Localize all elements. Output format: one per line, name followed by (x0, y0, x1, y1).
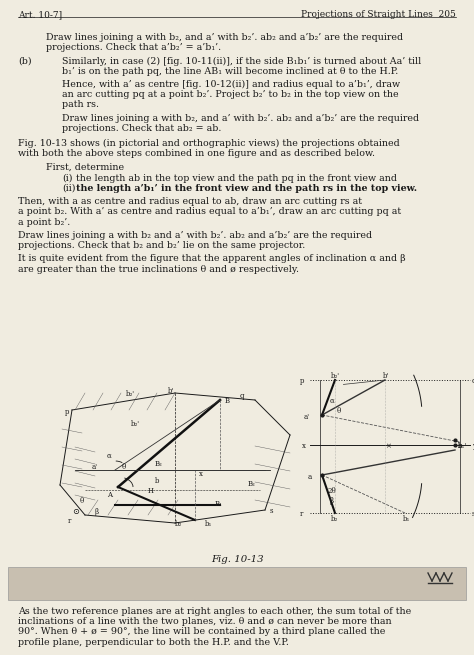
Text: b₂: b₂ (331, 515, 338, 523)
Text: θ: θ (80, 497, 84, 505)
Text: b₁': b₁' (458, 442, 467, 450)
Text: Draw lines joining a with b₂, and a’ with b₂’. ab₂ and a’b₂’ are the required: Draw lines joining a with b₂, and a’ wit… (62, 113, 419, 122)
FancyBboxPatch shape (8, 567, 466, 600)
Text: inclinations of a line with the two planes, viz. θ and ø can never be more than: inclinations of a line with the two plan… (18, 617, 392, 626)
Text: q: q (240, 392, 245, 400)
Text: the length a’b₁’ in the front view and the path rs in the top view.: the length a’b₁’ in the front view and t… (76, 184, 417, 193)
Text: b₂': b₂' (331, 372, 340, 380)
Text: B₂: B₂ (248, 480, 256, 488)
Text: θ: θ (337, 407, 341, 415)
Text: x: x (199, 470, 203, 478)
Text: (b): (b) (18, 56, 32, 66)
Text: β: β (330, 497, 334, 505)
Text: Fig. 10-13: Fig. 10-13 (210, 555, 264, 564)
Text: α: α (107, 452, 112, 460)
Text: b': b' (383, 372, 389, 380)
Text: B₂: B₂ (155, 460, 163, 468)
Text: ×: × (385, 442, 391, 450)
Text: b₂: b₂ (175, 520, 182, 528)
Text: First, determine: First, determine (46, 162, 124, 172)
Text: Hence, with a’ as centre [fig. 10-12(ii)] and radius equal to a’b₁’, draw: Hence, with a’ as centre [fig. 10-12(ii)… (62, 80, 400, 89)
Text: b₂': b₂' (126, 390, 135, 398)
Text: an arc cutting pq at a point b₂’. Project b₂’ to b₂ in the top view on the: an arc cutting pq at a point b₂’. Projec… (62, 90, 399, 99)
Text: are greater than the true inclinations θ and ø respectively.: are greater than the true inclinations θ… (18, 265, 299, 274)
Text: b': b' (168, 387, 174, 395)
Text: (ii): (ii) (62, 184, 75, 193)
Text: b₁’ is on the path pq, the line AB₁ will become inclined at θ to the H.P.: b₁’ is on the path pq, the line AB₁ will… (62, 67, 398, 76)
Text: b: b (458, 442, 463, 450)
Text: the length ab in the top view and the path pq in the front view and: the length ab in the top view and the pa… (76, 174, 397, 183)
Text: r: r (68, 517, 72, 525)
Text: (i): (i) (62, 174, 73, 183)
Text: TO BOTH THE REFERENCE PLANES: TO BOTH THE REFERENCE PLANES (122, 581, 352, 592)
Text: 10-7.  LINE CONTAINED BY A PLANE PERPENDICULAR: 10-7. LINE CONTAINED BY A PLANE PERPENDI… (62, 569, 412, 580)
Text: projections. Check that b₂ and b₂’ lie on the same projector.: projections. Check that b₂ and b₂’ lie o… (18, 241, 305, 250)
Text: b: b (155, 477, 159, 485)
Text: 2θ: 2θ (328, 487, 337, 495)
Text: A: A (107, 491, 112, 499)
Text: a': a' (304, 413, 310, 421)
Text: Then, with a as centre and radius equal to ab, draw an arc cutting rs at: Then, with a as centre and radius equal … (18, 197, 362, 206)
Text: b₁: b₁ (205, 520, 212, 528)
Text: path rs.: path rs. (62, 100, 99, 109)
Text: 90°. When θ + ø = 90°, the line will be contained by a third plane called the: 90°. When θ + ø = 90°, the line will be … (18, 627, 385, 637)
Text: ⊙: ⊙ (72, 508, 79, 516)
Text: p: p (65, 408, 70, 416)
Text: b₁: b₁ (403, 515, 410, 523)
Text: a point b₂. With a’ as centre and radius equal to a’b₁’, draw an arc cutting pq : a point b₂. With a’ as centre and radius… (18, 208, 401, 216)
Text: projections. Check that ab₂ = ab.: projections. Check that ab₂ = ab. (62, 124, 221, 133)
Text: Fig. 10-13 shows (in pictorial and orthographic views) the projections obtained: Fig. 10-13 shows (in pictorial and ortho… (18, 139, 400, 148)
Text: Similarly, in case (2) [fig. 10-11(ii)], if the side B₁b₁’ is turned about Aa’ t: Similarly, in case (2) [fig. 10-11(ii)],… (62, 56, 421, 66)
Text: a': a' (92, 463, 98, 471)
Text: x: x (302, 442, 306, 450)
Text: β: β (95, 508, 99, 516)
Text: θ: θ (122, 463, 126, 471)
Text: H: H (148, 487, 154, 495)
Text: a: a (308, 473, 312, 481)
Text: y: y (472, 442, 474, 450)
Text: with both the above steps combined in one figure and as described below.: with both the above steps combined in on… (18, 149, 375, 159)
Text: r: r (300, 510, 303, 518)
Text: Art. 10-7]: Art. 10-7] (18, 10, 62, 19)
Text: q: q (472, 377, 474, 385)
Text: a point b₂’.: a point b₂’. (18, 217, 70, 227)
Text: b₂': b₂' (131, 420, 140, 428)
Text: s: s (472, 510, 474, 518)
Text: s: s (270, 507, 273, 515)
Text: profile plane, perpendicular to both the H.P. and the V.P.: profile plane, perpendicular to both the… (18, 637, 289, 646)
Text: It is quite evident from the figure that the apparent angles of inclination α an: It is quite evident from the figure that… (18, 254, 406, 263)
Text: Draw lines joining a with b₂ and a’ with b₂’. ab₂ and a’b₂’ are the required: Draw lines joining a with b₂ and a’ with… (18, 231, 372, 240)
Text: B₁: B₁ (215, 500, 223, 508)
Text: Projections of Straight Lines  205: Projections of Straight Lines 205 (301, 10, 456, 19)
Text: α: α (330, 397, 335, 405)
Text: As the two reference planes are at right angles to each other, the sum total of : As the two reference planes are at right… (18, 607, 411, 616)
Text: B: B (225, 397, 230, 405)
Text: p: p (300, 377, 304, 385)
Text: projections. Check that a’b₂’ = a’b₁’.: projections. Check that a’b₂’ = a’b₁’. (46, 43, 221, 52)
Text: Draw lines joining a with b₂, and a’ with b₂’. ab₂ and a’b₂’ are the required: Draw lines joining a with b₂, and a’ wit… (46, 33, 403, 42)
